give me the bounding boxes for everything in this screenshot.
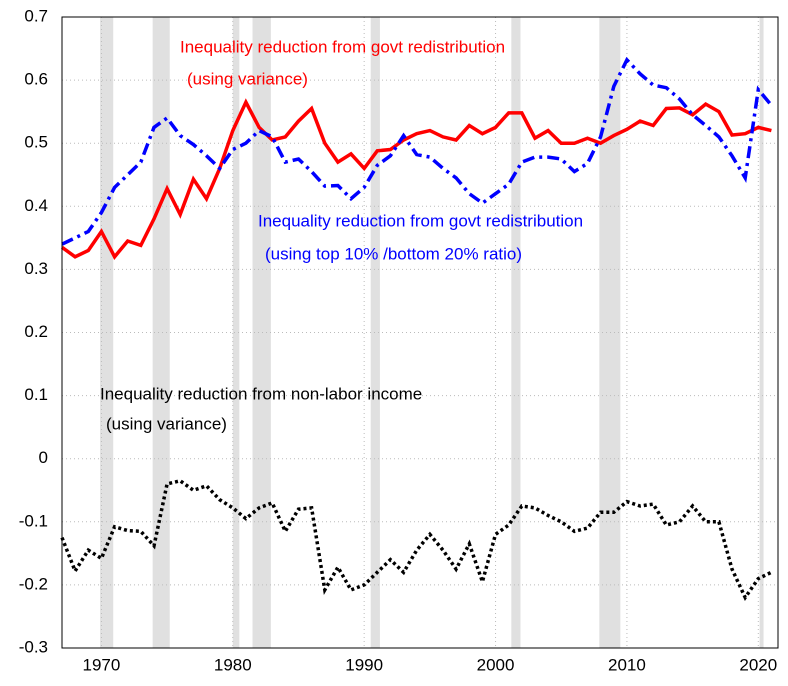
recession-layer [100, 17, 764, 648]
series-line [61, 56, 773, 246]
y-tick-label: 0 [39, 448, 48, 467]
annotation: (using variance) [187, 69, 308, 88]
x-tick-label: 1970 [82, 655, 120, 674]
line-layer [60, 56, 773, 602]
recession-band [152, 17, 170, 648]
y-tick-label: 0.1 [24, 385, 48, 404]
recession-band [232, 17, 240, 648]
annotation: (using top 10% /bottom 20% ratio) [265, 244, 522, 263]
y-tick-label: 0.4 [24, 196, 48, 215]
plot-frame [61, 16, 779, 649]
series-line [60, 98, 772, 260]
y-tick-label: 0.5 [24, 133, 48, 152]
y-tick-label: 0.2 [24, 322, 48, 341]
y-tick-label: 0.7 [24, 6, 48, 25]
x-tick-label: 1990 [345, 655, 383, 674]
annotation: (using variance) [106, 414, 227, 433]
x-tick-label: 2000 [477, 655, 515, 674]
recession-band [759, 17, 764, 648]
recession-band [252, 17, 271, 648]
annotation: Inequality reduction from govt redistrib… [180, 37, 505, 56]
y-tick-label: -0.1 [19, 511, 48, 530]
label-layer: -0.3 -0.2 -0.1 0 0.1 0.2 0.3 0.4 0.5 0.6 0.7 1970 19… [19, 6, 778, 674]
x-tick-label: 1980 [214, 655, 252, 674]
y-tick-label: 0.6 [24, 70, 48, 89]
recession-band [370, 17, 380, 648]
recession-band [599, 17, 621, 648]
x-tick-label: 2010 [608, 655, 646, 674]
annotation: Inequality reduction from non-labor inco… [100, 384, 422, 403]
x-tick-label: 2020 [739, 655, 777, 674]
recession-band [511, 17, 521, 648]
annotation: Inequality reduction from govt redistrib… [258, 211, 583, 230]
y-tick-label: -0.3 [19, 637, 48, 656]
y-tick-label: -0.2 [19, 574, 48, 593]
y-tick-label: 0.3 [24, 259, 48, 278]
